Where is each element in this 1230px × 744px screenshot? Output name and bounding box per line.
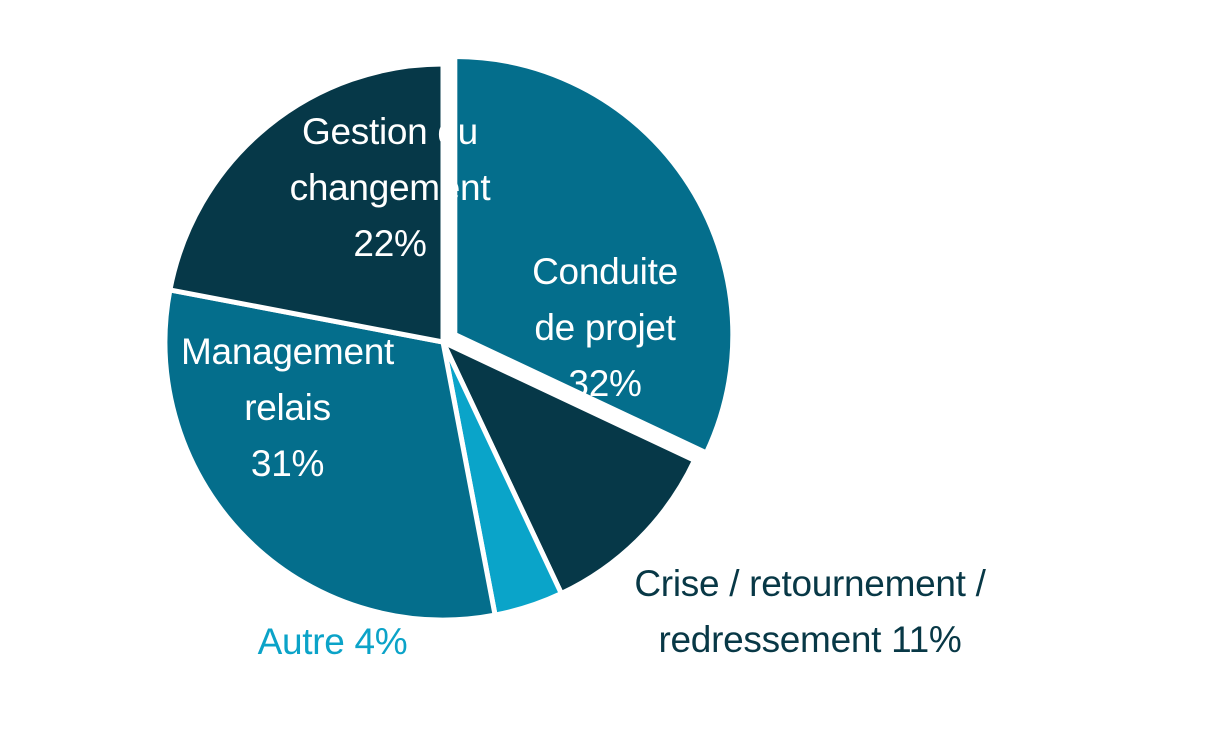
label-line: relais — [244, 387, 331, 428]
label-line: changement — [289, 167, 491, 208]
value-label: 22% — [353, 223, 427, 264]
label-autre: Autre 4% — [235, 614, 430, 670]
value-label: 31% — [250, 443, 325, 484]
pie-slice-crise-retournement-redressement — [440, 339, 698, 597]
label-gestion-du-changement: Gestion du changement 22% — [270, 104, 510, 272]
label-line: Gestion du — [302, 111, 478, 152]
pie-slice-conduite-de-projet — [452, 53, 736, 456]
label-line: redressement 11% — [658, 619, 962, 660]
value-label: 32% — [568, 363, 642, 404]
pie-slice-management-relais — [162, 287, 498, 623]
label-crise-retournement-redressement: Crise / retournement / redressement 11% — [590, 556, 1030, 668]
pie-slice-gestion-du-changement — [167, 61, 446, 345]
label-line: Conduite — [532, 251, 678, 292]
label-management-relais: Management relais 31% — [155, 324, 420, 492]
label-line: de projet — [534, 307, 676, 348]
label-conduite-de-projet: Conduite de projet 32% — [505, 244, 705, 412]
label-line: Management — [181, 331, 394, 372]
label-line: Autre 4% — [257, 621, 408, 662]
label-line: Crise / retournement / — [634, 563, 986, 604]
